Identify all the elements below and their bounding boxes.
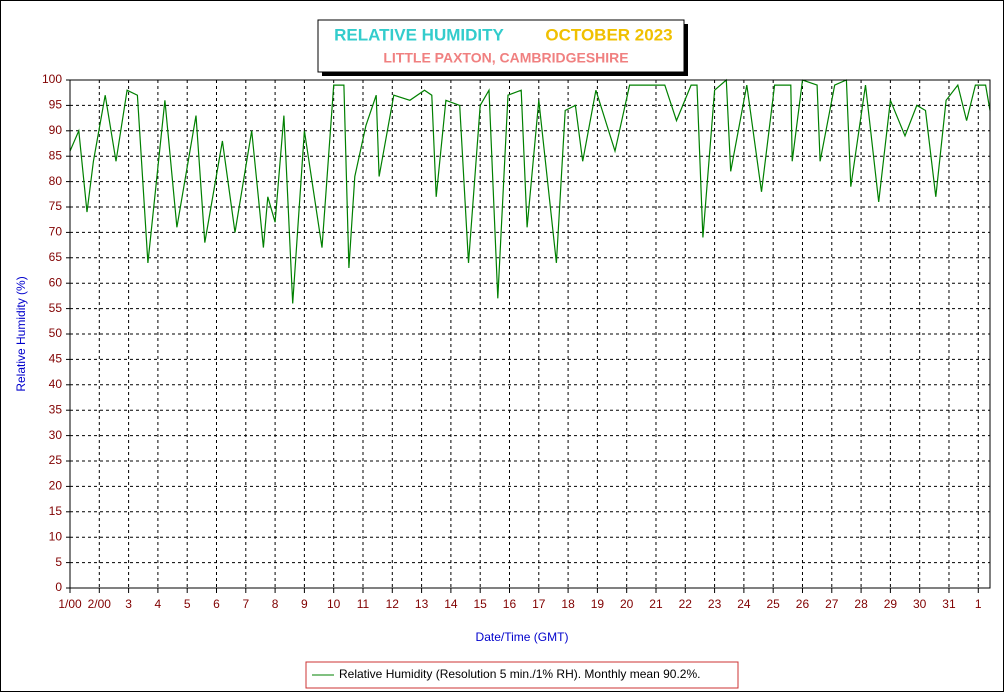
chart-title: RELATIVE HUMIDITY — [334, 25, 504, 44]
x-tick-label: 25 — [767, 597, 781, 611]
x-tick-label: 5 — [184, 597, 191, 611]
x-tick-label: 12 — [386, 597, 400, 611]
x-axis-label: Date/Time (GMT) — [476, 630, 569, 644]
chart-period: OCTOBER 2023 — [545, 25, 672, 44]
y-tick-label: 25 — [49, 453, 63, 467]
title-box — [317, 19, 685, 73]
x-tick-label: 13 — [415, 597, 429, 611]
x-tick-label: 19 — [591, 597, 605, 611]
x-tick-label: 14 — [444, 597, 458, 611]
y-axis-label: Relative Humidity (%) — [14, 276, 28, 391]
y-tick-label: 30 — [49, 428, 63, 442]
plot-border — [69, 79, 991, 589]
legend-label: Relative Humidity (Resolution 5 min./1% … — [339, 667, 700, 681]
x-tick-label: 23 — [708, 597, 722, 611]
x-tick-label: 16 — [503, 597, 517, 611]
y-tick-label: 90 — [49, 123, 63, 137]
x-tick-label: 28 — [854, 597, 868, 611]
y-tick-label: 40 — [49, 377, 63, 391]
x-tick-label: 15 — [474, 597, 488, 611]
y-tick-label: 100 — [42, 72, 62, 86]
x-tick-label: 2/00 — [88, 597, 112, 611]
x-tick-label: 6 — [213, 597, 220, 611]
y-tick-label: 5 — [55, 555, 62, 569]
x-tick-label: 20 — [620, 597, 634, 611]
x-tick-label: 11 — [357, 597, 370, 611]
x-tick-label: 26 — [796, 597, 810, 611]
legend-box — [305, 661, 739, 689]
x-tick-label: 18 — [561, 597, 575, 611]
x-tick-label: 1 — [975, 597, 982, 611]
y-tick-label: 0 — [55, 580, 62, 594]
y-tick-label: 55 — [49, 301, 63, 315]
y-tick-label: 70 — [49, 225, 63, 239]
y-tick-label: 80 — [49, 174, 63, 188]
x-tick-label: 27 — [825, 597, 839, 611]
y-tick-label: 15 — [49, 504, 63, 518]
y-tick-label: 85 — [49, 148, 63, 162]
x-tick-label: 3 — [125, 597, 132, 611]
y-tick-label: 10 — [49, 529, 63, 543]
x-tick-label: 9 — [301, 597, 308, 611]
x-tick-label: 21 — [649, 597, 663, 611]
x-tick-label: 17 — [532, 597, 546, 611]
y-tick-label: 20 — [49, 479, 63, 493]
x-tick-label: 30 — [913, 597, 927, 611]
x-tick-label: 31 — [942, 597, 956, 611]
humidity-line — [69, 78, 991, 304]
x-tick-label: 29 — [884, 597, 898, 611]
x-tick-label: 10 — [327, 597, 341, 611]
x-tick-label: 22 — [679, 597, 693, 611]
y-tick-label: 95 — [49, 98, 63, 112]
y-tick-label: 45 — [49, 352, 63, 366]
y-tick-label: 75 — [49, 199, 63, 213]
y-tick-label: 35 — [49, 402, 63, 416]
y-tick-label: 50 — [49, 326, 63, 340]
x-tick-label: 7 — [242, 597, 249, 611]
chart-subtitle: LITTLE PAXTON, CAMBRIDGESHIRE — [383, 50, 628, 66]
y-tick-label: 60 — [49, 275, 63, 289]
x-tick-label: 1/00 — [58, 597, 82, 611]
x-tick-label: 24 — [737, 597, 751, 611]
x-tick-label: 4 — [155, 597, 162, 611]
x-tick-label: 8 — [272, 597, 279, 611]
y-tick-label: 65 — [49, 250, 63, 264]
